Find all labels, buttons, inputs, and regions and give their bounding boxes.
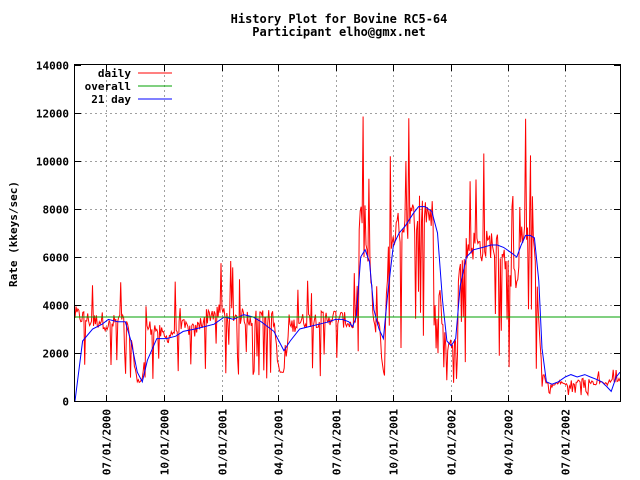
y-tick-label: 2000 <box>43 348 70 361</box>
x-axis-ticks: 07/01/2000 10/01/2000 01/01/2001 04/01/2001… <box>101 65 573 475</box>
y-tick-label: 12000 <box>36 108 69 121</box>
y-tick-label: 6000 <box>43 252 70 265</box>
x-tick-label: 01/01/2001 <box>217 409 230 476</box>
plot-area <box>75 116 620 401</box>
chart-title: History Plot for Bovine RC5-64 <box>231 12 448 26</box>
legend-label: daily <box>98 67 131 80</box>
y-tick-label: 10000 <box>36 156 69 169</box>
x-tick-label: 07/01/2000 <box>101 409 114 475</box>
x-tick-label: 04/01/2002 <box>503 409 516 475</box>
x-tick-label: 01/01/2002 <box>446 409 459 475</box>
x-tick-label: 10/01/2000 <box>159 409 172 475</box>
series-line-21-day <box>75 206 620 401</box>
plot-frame <box>74 64 621 402</box>
y-tick-label: 0 <box>62 396 69 409</box>
y-tick-label: 14000 <box>36 60 69 73</box>
legend-label: 21 day <box>91 93 131 106</box>
y-axis-label: Rate (kkeys/sec) <box>7 181 20 287</box>
x-tick-label: 04/01/2001 <box>273 409 286 476</box>
y-axis-ticks: 0 2000 4000 6000 8000 10000 12000 14000 <box>36 60 620 409</box>
x-tick-label: 07/01/2002 <box>560 409 573 475</box>
x-tick-label: 10/01/2001 <box>388 409 401 476</box>
y-tick-label: 4000 <box>43 300 70 313</box>
y-tick-label: 8000 <box>43 204 70 217</box>
series-line-daily <box>75 116 620 397</box>
x-tick-label: 07/01/2001 <box>331 409 344 476</box>
legend-label: overall <box>85 80 131 93</box>
chart-subtitle: Participant elho@gmx.net <box>252 25 425 39</box>
grid-lines <box>75 65 620 401</box>
